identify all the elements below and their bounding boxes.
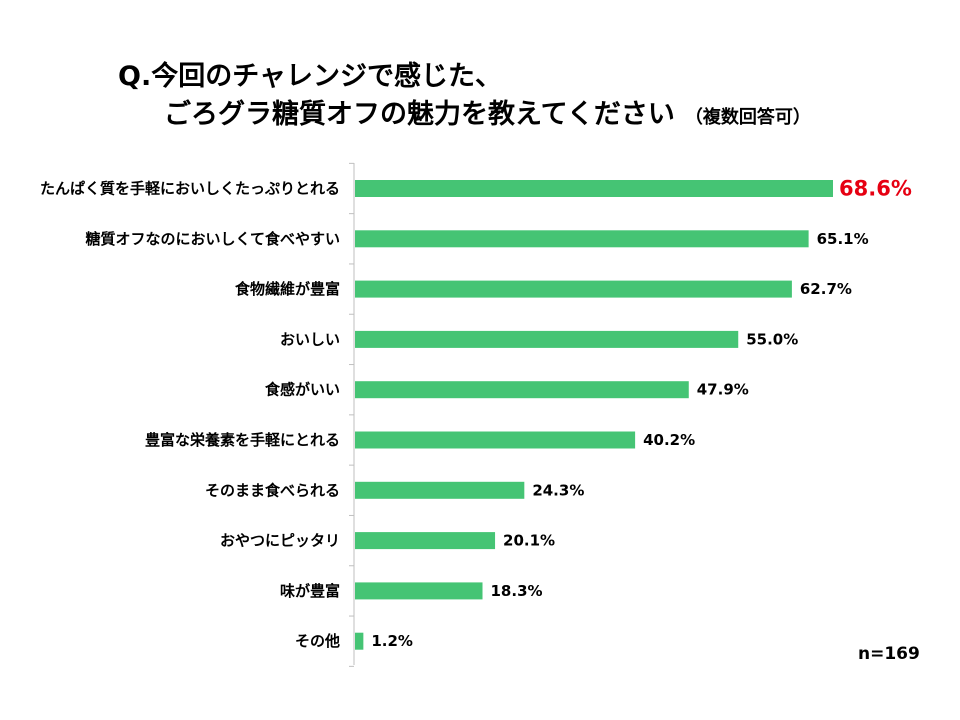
bar <box>355 230 809 248</box>
category-label: たんぱく質を手軽においしくたっぷりとれる <box>40 180 340 198</box>
value-label: 24.3% <box>532 481 584 499</box>
bar <box>355 431 636 449</box>
bar <box>355 582 483 600</box>
bar <box>355 532 496 550</box>
category-label: その他 <box>295 632 340 650</box>
bar <box>355 481 525 499</box>
bar <box>355 330 739 348</box>
value-label: 55.0% <box>746 330 798 348</box>
category-label: おやつにピッタリ <box>220 532 340 550</box>
chart-title-note: （複数回答可） <box>684 107 811 128</box>
value-label: 40.2% <box>643 431 695 449</box>
value-label: 68.6% <box>839 177 912 201</box>
chart-title-line1: Q.今回のチャレンジで感じた、 <box>118 61 502 92</box>
category-label: 食感がいい <box>265 381 340 399</box>
category-label: 糖質オフなのにおいしくて食べやすい <box>85 230 340 248</box>
value-label: 1.2% <box>371 632 413 650</box>
bar <box>355 280 792 298</box>
value-label: 65.1% <box>817 230 869 248</box>
bar <box>355 180 833 197</box>
bar <box>355 381 689 399</box>
category-label: 豊富な栄養素を手軽にとれる <box>145 431 340 449</box>
chart-title-line2-wrap: ごろグラ糖質オフの魅力を教えてください （複数回答可） <box>118 96 938 137</box>
value-label: 20.1% <box>503 532 555 550</box>
category-label: 味が豊富 <box>280 582 340 600</box>
bar <box>355 632 364 650</box>
chart-title-line2: ごろグラ糖質オフの魅力を教えてください <box>164 99 675 130</box>
sample-size: n=169 <box>858 644 920 664</box>
category-label: そのまま食べられる <box>205 481 340 499</box>
value-label: 62.7% <box>800 280 852 298</box>
category-label: 食物繊維が豊富 <box>235 280 340 298</box>
value-label: 18.3% <box>491 582 543 600</box>
value-label: 47.9% <box>697 381 749 399</box>
chart-title: Q.今回のチャレンジで感じた、 ごろグラ糖質オフの魅力を教えてください （複数回答… <box>118 58 938 137</box>
category-label: おいしい <box>280 330 340 348</box>
